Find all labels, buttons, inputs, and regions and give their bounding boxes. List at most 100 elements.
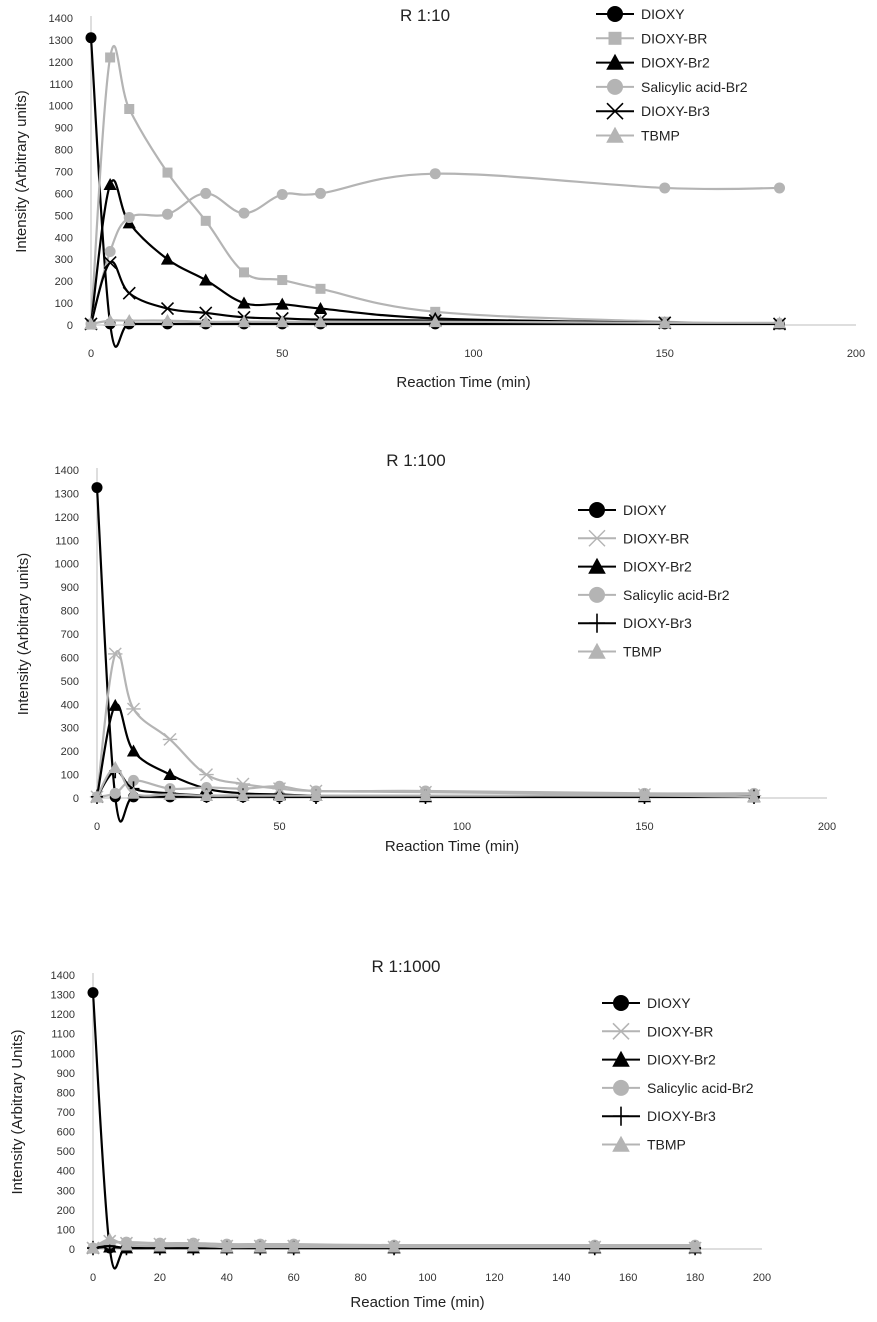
data-point <box>588 1240 602 1253</box>
y-tick-label: 500 <box>61 676 79 688</box>
legend-entry: Salicylic acid-Br2 <box>596 78 748 95</box>
y-tick-label: 1300 <box>55 488 79 500</box>
x-tick-label: 0 <box>90 1272 96 1284</box>
legend-label: TBMP <box>623 644 662 660</box>
data-point <box>199 306 213 320</box>
legend-marker <box>613 1106 629 1126</box>
data-point <box>253 1240 267 1253</box>
y-tick-label: 700 <box>61 629 79 641</box>
data-point <box>287 1240 301 1253</box>
y-tick-label: 1100 <box>49 79 73 91</box>
data-point <box>238 207 250 219</box>
data-point <box>276 189 288 201</box>
y-axis-label: Intensity (Arbitrary units) <box>13 90 30 253</box>
x-tick-label: 180 <box>686 1272 704 1284</box>
chart-1: R 1:100100200300400500600700800900100011… <box>13 6 865 391</box>
legend-entry: DIOXY <box>578 502 667 518</box>
legend-label: DIOXY-Br3 <box>647 1108 716 1124</box>
y-tick-label: 800 <box>55 145 73 157</box>
y-tick-label: 900 <box>55 123 73 135</box>
legend-label: DIOXY-Br2 <box>647 1052 716 1068</box>
legend-marker <box>607 6 623 22</box>
data-point <box>201 781 212 793</box>
data-point <box>313 315 328 328</box>
y-tick-label: 1200 <box>51 1009 75 1021</box>
y-tick-label: 200 <box>57 1205 75 1217</box>
data-point <box>275 297 289 310</box>
legend-marker <box>606 53 624 70</box>
data-point <box>162 732 178 746</box>
chart-title: R 1:1000 <box>372 957 441 976</box>
series-line <box>89 179 780 325</box>
legend-entry: DIOXY <box>596 6 685 22</box>
y-tick-label: 400 <box>55 232 73 244</box>
legend-marker <box>612 1050 630 1067</box>
series-line <box>91 992 696 1270</box>
x-tick-label: 50 <box>273 821 285 833</box>
data-point <box>200 215 211 226</box>
legend-label: DIOXY <box>641 6 685 22</box>
y-tick-label: 600 <box>57 1127 75 1139</box>
data-point <box>772 316 787 329</box>
y-tick-label: 200 <box>55 276 73 288</box>
data-point <box>103 314 117 327</box>
legend-entry: TBMP <box>602 1135 686 1153</box>
y-tick-label: 1400 <box>51 970 75 982</box>
y-tick-label: 700 <box>55 167 73 179</box>
legend-marker <box>613 995 629 1011</box>
series-2 <box>89 647 762 804</box>
data-point <box>105 52 116 63</box>
data-point <box>108 647 123 661</box>
y-tick-label: 200 <box>61 746 79 758</box>
legend-entry: DIOXY-Br2 <box>578 557 692 575</box>
series-line <box>89 172 780 325</box>
data-point <box>122 314 136 327</box>
x-tick-label: 50 <box>276 348 288 360</box>
data-point <box>637 789 652 802</box>
x-tick-label: 200 <box>847 348 865 360</box>
legend-entry: DIOXY-Br3 <box>602 1106 716 1126</box>
data-point <box>200 187 212 199</box>
data-point <box>163 767 177 780</box>
data-point <box>103 178 117 191</box>
chart-2: R 1:100010020030040050060070080090010001… <box>15 451 836 855</box>
y-axis-label: Intensity (Arbitrary Units) <box>9 1029 26 1194</box>
data-point <box>239 267 249 278</box>
legend-label: Salicylic acid-Br2 <box>623 587 730 603</box>
legend-marker <box>589 586 605 603</box>
data-point <box>162 167 173 178</box>
legend-marker <box>606 126 624 143</box>
y-axis-label: Intensity (Arbitrary units) <box>15 553 32 716</box>
y-tick-label: 1400 <box>55 465 79 477</box>
data-point <box>160 252 175 265</box>
legend-entry: Salicylic acid-Br2 <box>602 1079 754 1096</box>
data-point <box>315 187 326 199</box>
data-point <box>90 790 104 803</box>
chart-3: R 1:100001002003004005006007008009001000… <box>9 957 771 1311</box>
x-axis-label: Reaction Time (min) <box>385 838 519 855</box>
y-tick-label: 400 <box>61 699 79 711</box>
x-tick-label: 150 <box>635 821 653 833</box>
legend-marker <box>606 102 624 120</box>
chart-title: R 1:100 <box>386 451 446 470</box>
data-point <box>309 789 323 802</box>
y-tick-label: 500 <box>55 210 73 222</box>
y-tick-label: 300 <box>55 254 73 266</box>
x-tick-label: 100 <box>464 348 482 360</box>
data-point <box>428 315 442 328</box>
legend-entry: Salicylic acid-Br2 <box>578 586 730 603</box>
data-point <box>162 208 173 220</box>
y-tick-label: 600 <box>55 188 73 200</box>
y-tick-label: 0 <box>73 793 79 805</box>
data-point <box>108 760 122 773</box>
data-point <box>160 314 175 327</box>
legend-entry: DIOXY-Br3 <box>578 613 692 633</box>
data-point <box>199 315 213 328</box>
legend: DIOXY DIOXY-BR DIOXY-Br2 Salicylic acid-Br2… <box>602 995 754 1153</box>
y-tick-label: 900 <box>61 582 79 594</box>
data-point <box>199 273 213 286</box>
legend-label: Salicylic acid-Br2 <box>641 79 748 95</box>
data-point <box>313 301 328 314</box>
legend-label: DIOXY-Br3 <box>641 103 710 119</box>
data-point <box>774 182 785 194</box>
